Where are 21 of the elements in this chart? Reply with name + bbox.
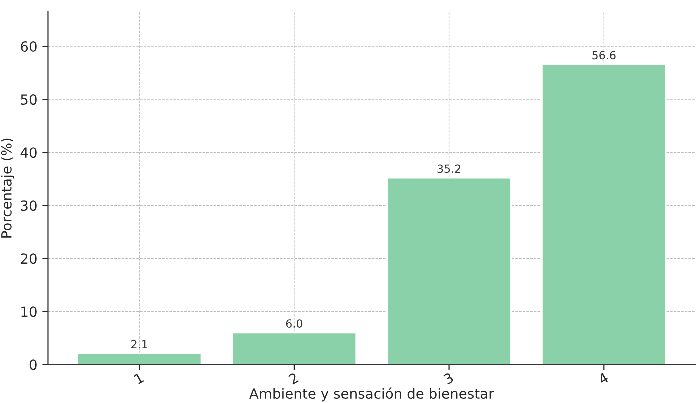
bar <box>386 177 512 365</box>
x-tick-label: 2 <box>288 372 299 385</box>
y-tick-label: 50 <box>21 94 37 106</box>
y-axis-title: Porcentaje (%) <box>1 138 15 238</box>
x-tick-label: 1 <box>134 372 144 384</box>
x-tick-label: 3 <box>443 372 454 385</box>
bar <box>542 64 667 365</box>
data-label: 35.2 <box>438 164 461 174</box>
y-tick-label: 20 <box>21 254 37 264</box>
y-tick-label: 10 <box>22 306 37 318</box>
data-label: 2.1 <box>132 340 148 348</box>
bar <box>76 352 202 365</box>
y-tick-label: 0 <box>30 360 37 370</box>
x-tick-label: 4 <box>598 372 610 385</box>
bar <box>232 332 358 365</box>
y-tick-label: 40 <box>20 148 37 158</box>
y-tick-label: 30 <box>21 200 37 212</box>
data-label: 56.6 <box>592 51 616 60</box>
y-tick-label: 60 <box>21 42 37 52</box>
x-axis-title: Ambiente y sensación de bienestar <box>250 388 494 402</box>
data-label: 6.0 <box>286 320 303 328</box>
